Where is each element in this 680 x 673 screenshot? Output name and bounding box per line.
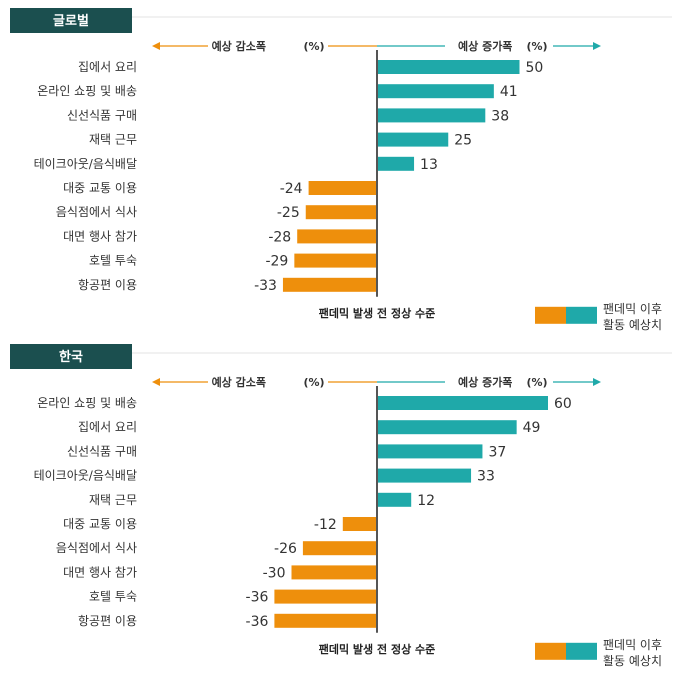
legend-label-line2: 활동 예상치 <box>603 654 662 668</box>
decrease-arrow-icon <box>152 378 160 386</box>
category-label: 신선식품 구매 <box>67 444 137 458</box>
decrease-unit: (%) <box>303 376 324 389</box>
panel-title: 한국 <box>59 349 83 365</box>
category-label: 대중 교통 이용 <box>63 181 137 195</box>
baseline-label: 팬데믹 발생 전 정상 수준 <box>319 642 436 656</box>
increase-unit: (%) <box>526 376 547 389</box>
data-label: -30 <box>263 565 286 581</box>
data-label: -28 <box>268 229 291 245</box>
data-label: 41 <box>500 84 518 100</box>
bar <box>377 396 548 410</box>
legend-label-line1: 팬데믹 이후 <box>603 638 662 652</box>
data-label: -26 <box>274 541 297 557</box>
bar <box>282 277 377 292</box>
category-label: 집에서 요리 <box>78 420 137 434</box>
bar <box>294 253 377 268</box>
bar <box>377 492 412 507</box>
legend-swatch-increase <box>566 306 597 324</box>
bar <box>377 420 517 435</box>
legend-swatch-decrease <box>535 306 566 324</box>
data-label: 37 <box>488 444 506 460</box>
data-label: 13 <box>420 157 438 173</box>
data-label: -12 <box>314 517 337 533</box>
category-label: 신선식품 구매 <box>67 108 137 122</box>
bar <box>291 565 377 580</box>
data-label: -29 <box>265 254 288 270</box>
panel-title-tag <box>10 8 132 33</box>
bar <box>377 468 472 483</box>
decrease-arrow-icon <box>152 42 160 50</box>
increase-header: 예상 증가폭 <box>458 39 512 53</box>
panel-title-tag <box>10 344 132 369</box>
category-label: 호텔 투숙 <box>89 254 137 268</box>
category-label: 대면 행사 참가 <box>63 564 137 579</box>
decrease-header: 예상 감소폭 <box>212 375 266 389</box>
bar <box>308 181 377 195</box>
data-label: -36 <box>246 614 269 630</box>
data-label: 50 <box>526 60 544 76</box>
category-label: 재택 근무 <box>89 133 137 147</box>
data-label: -36 <box>246 590 269 606</box>
data-label: 33 <box>477 469 495 485</box>
bar <box>377 84 494 99</box>
data-label: 25 <box>454 133 472 149</box>
category-label: 온라인 쇼핑 및 배송 <box>37 396 137 410</box>
bar <box>302 541 377 556</box>
bar <box>274 613 377 628</box>
legend-label-line2: 활동 예상치 <box>603 318 662 332</box>
data-label: -33 <box>254 278 277 294</box>
panel-title: 글로벌 <box>53 14 89 29</box>
bar <box>342 517 377 531</box>
bar <box>377 60 520 74</box>
bar <box>274 589 377 604</box>
data-label: -24 <box>280 181 303 197</box>
data-label: 38 <box>491 108 509 124</box>
category-label: 음식점에서 식사 <box>56 541 137 555</box>
category-label: 항공편 이용 <box>78 278 137 292</box>
bar <box>297 229 377 244</box>
category-label: 음식점에서 식사 <box>56 205 137 219</box>
data-label: -25 <box>277 205 300 221</box>
category-label: 테이크아웃/음식배달 <box>34 469 137 483</box>
increase-header: 예상 증가폭 <box>458 375 512 389</box>
category-label: 집에서 요리 <box>78 60 137 74</box>
category-label: 재택 근무 <box>89 493 137 507</box>
data-label: 12 <box>417 493 435 509</box>
category-label: 호텔 투숙 <box>89 590 137 604</box>
legend-swatch-decrease <box>535 642 566 660</box>
category-label: 대중 교통 이용 <box>63 517 137 531</box>
data-label: 49 <box>523 420 541 436</box>
decrease-header: 예상 감소폭 <box>212 39 266 53</box>
increase-arrow-icon <box>593 42 601 50</box>
bar <box>305 205 377 220</box>
bar <box>377 132 449 147</box>
legend-swatch-increase <box>566 642 597 660</box>
data-label: 60 <box>554 396 572 412</box>
bar <box>377 108 486 123</box>
category-label: 대면 행사 참가 <box>63 228 137 243</box>
increase-unit: (%) <box>526 40 547 53</box>
baseline-label: 팬데믹 발생 전 정상 수준 <box>319 306 436 320</box>
legend-label-line1: 팬데믹 이후 <box>603 302 662 316</box>
category-label: 항공편 이용 <box>78 614 137 628</box>
decrease-unit: (%) <box>303 40 324 53</box>
bar <box>377 156 415 171</box>
bar <box>377 444 483 459</box>
increase-arrow-icon <box>593 378 601 386</box>
category-label: 테이크아웃/음식배달 <box>34 157 137 171</box>
category-label: 온라인 쇼핑 및 배송 <box>37 84 137 98</box>
